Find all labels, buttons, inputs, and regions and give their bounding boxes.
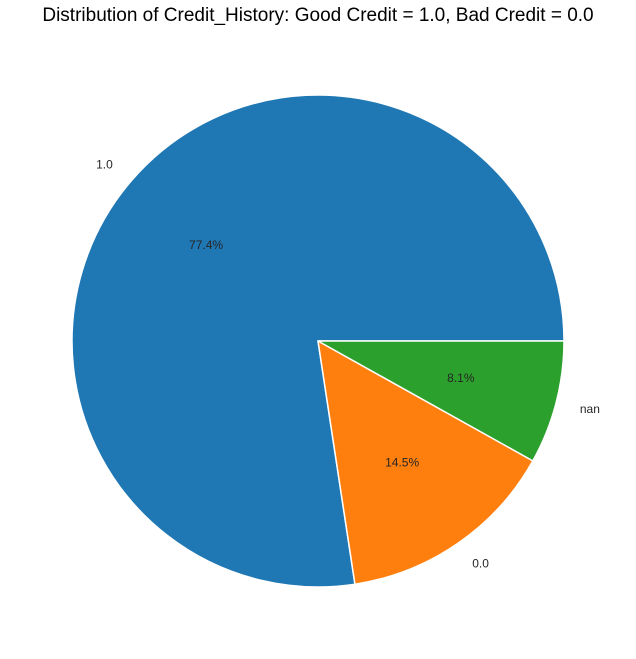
pie-slices	[71, 94, 565, 588]
pie-slice-1-0	[71, 94, 565, 588]
percent-label-1-0: 77.4%	[189, 238, 223, 252]
percent-label-0-0: 14.5%	[385, 455, 419, 469]
category-label-nan: nan	[580, 402, 600, 416]
category-label-0-0: 0.0	[472, 556, 489, 570]
pie-slice-nan	[317, 340, 565, 462]
chart-title: Distribution of Credit_History: Good Cre…	[42, 5, 594, 26]
percent-label-nan: 8.1%	[447, 371, 475, 385]
pie-slice-0-0	[317, 340, 534, 585]
pie-labels: 1.0 77.4% 0.0 14.5% nan 8.1%	[96, 158, 600, 571]
category-label-1-0: 1.0	[96, 158, 113, 172]
